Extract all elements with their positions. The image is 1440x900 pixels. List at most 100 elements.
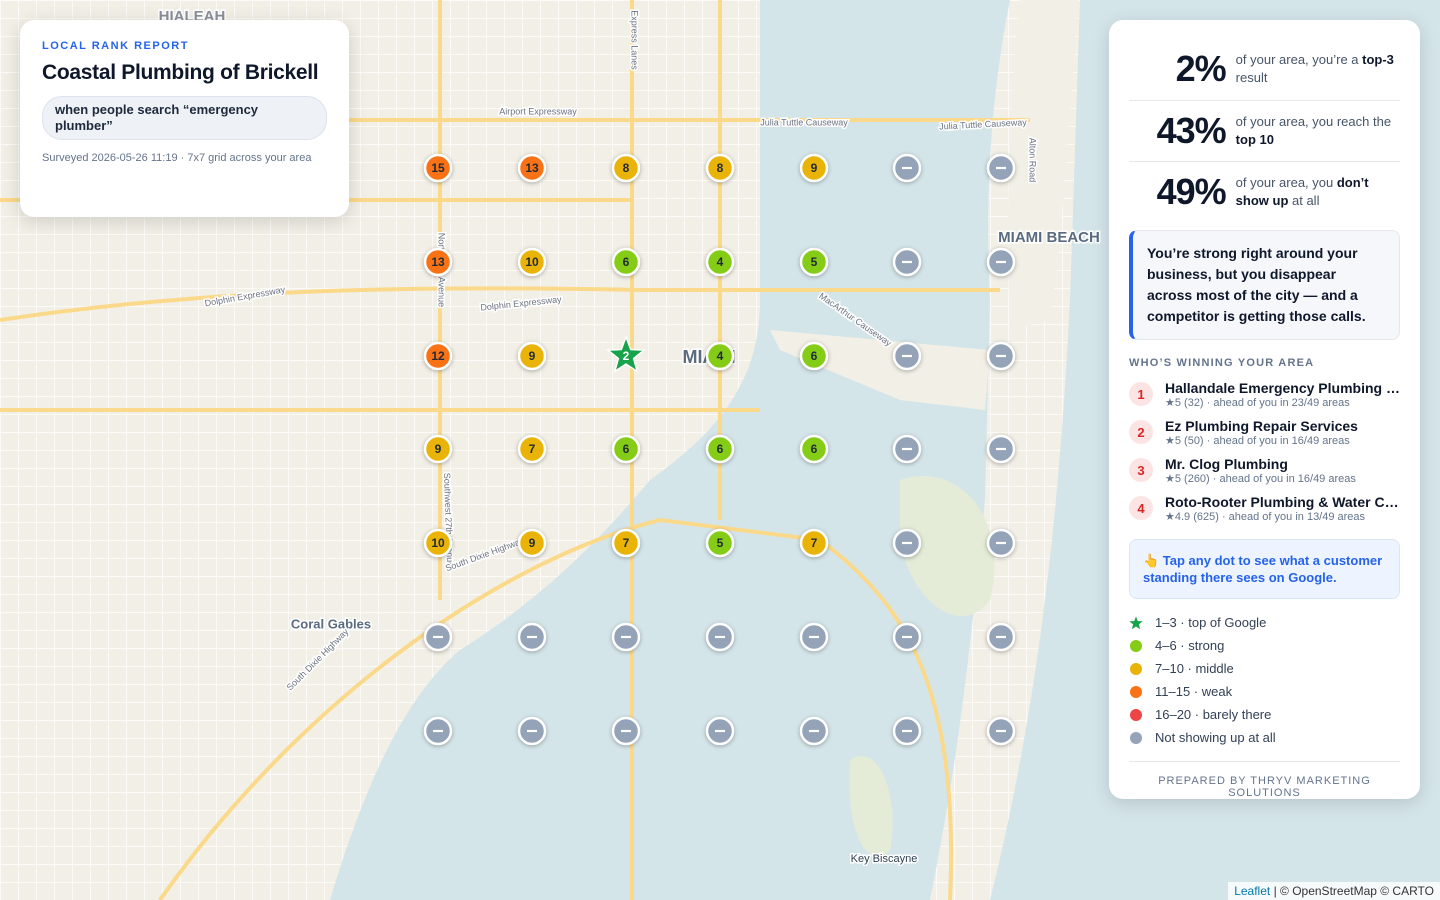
rank-dot[interactable]: 4 <box>705 341 735 371</box>
dot-marker <box>799 434 829 464</box>
rank-dot[interactable]: 15 <box>423 153 453 183</box>
rank-label: 7 <box>811 536 818 550</box>
dot-marker <box>611 247 641 277</box>
rank-dot[interactable] <box>517 622 547 652</box>
dot-marker <box>799 153 829 183</box>
rank-dot[interactable]: 6 <box>799 341 829 371</box>
rank-dot[interactable]: 5 <box>705 528 735 558</box>
competitor-rank: 4 <box>1129 496 1153 520</box>
rank-label: 12 <box>431 349 445 363</box>
rank-dot[interactable] <box>423 716 453 746</box>
rank-dot[interactable] <box>799 622 829 652</box>
dot-marker <box>423 434 453 464</box>
stat-text-after: result <box>1235 70 1268 85</box>
competitors-heading: WHO’S WINNING YOUR AREA <box>1129 357 1315 369</box>
rank-dot[interactable] <box>986 434 1016 464</box>
stat-row: 49% of your area, you don’t show up at al… <box>1129 162 1400 222</box>
stat-text-bold: top 10 <box>1235 132 1274 147</box>
legend-icon <box>1130 685 1142 698</box>
rank-dot[interactable] <box>986 622 1016 652</box>
rank-dot[interactable]: 2 <box>605 334 647 374</box>
rank-dot[interactable]: 9 <box>517 341 547 371</box>
dot-marker <box>611 528 641 558</box>
rank-dot[interactable]: 8 <box>705 153 735 183</box>
legend-star <box>1129 616 1143 629</box>
rank-label: 9 <box>435 442 442 456</box>
rank-label: 9 <box>529 536 536 550</box>
rank-dot[interactable]: 6 <box>799 434 829 464</box>
rank-dot[interactable]: 7 <box>799 528 829 558</box>
stat-value: 43% <box>1156 110 1227 151</box>
rank-dot[interactable] <box>423 622 453 652</box>
rank-dot[interactable] <box>892 153 922 183</box>
island <box>900 476 995 617</box>
rank-dot[interactable] <box>892 341 922 371</box>
rank-dot[interactable]: 10 <box>423 528 453 558</box>
rank-dot[interactable]: 7 <box>611 528 641 558</box>
rank-dot[interactable]: 6 <box>611 434 641 464</box>
stats: 2% of your area, you’re a top-3 result 43%… <box>1129 38 1400 222</box>
rank-label: 5 <box>717 536 724 550</box>
rank-dot[interactable]: 7 <box>517 434 547 464</box>
rank-label: 10 <box>431 536 445 550</box>
rank-dot[interactable]: 10 <box>517 247 547 277</box>
rank-dot[interactable]: 9 <box>517 528 547 558</box>
dot-marker <box>423 153 453 183</box>
rank-dot[interactable] <box>892 434 922 464</box>
rank-dot[interactable] <box>611 716 641 746</box>
rank-label: 6 <box>811 442 818 456</box>
dot-marker <box>611 434 641 464</box>
rank-label: 13 <box>431 255 445 269</box>
rank-dot[interactable] <box>892 528 922 558</box>
dot-marker <box>799 247 829 277</box>
rank-dot[interactable] <box>892 716 922 746</box>
rank-dot[interactable] <box>892 247 922 277</box>
legend-dot <box>1130 685 1142 698</box>
competitor-rank: 3 <box>1129 458 1153 482</box>
rank-label: 8 <box>717 161 724 175</box>
summary-panel: 2% of your area, you’re a top-3 result 43%… <box>1109 20 1420 799</box>
report-card: LOCAL RANK REPORT Coastal Plumbing of Br… <box>20 20 349 217</box>
rank-dot[interactable] <box>799 716 829 746</box>
rank-dot[interactable]: 13 <box>423 247 453 277</box>
dot-marker <box>705 528 735 558</box>
map-label: Alton Road <box>1028 138 1038 183</box>
rank-dot[interactable]: 4 <box>705 247 735 277</box>
dot-marker <box>517 434 547 464</box>
rank-label: 7 <box>623 536 630 550</box>
star-marker <box>605 334 647 374</box>
rank-dot[interactable]: 9 <box>799 153 829 183</box>
rank-dot[interactable]: 6 <box>611 247 641 277</box>
stat-text-before: of your area, you <box>1235 175 1337 190</box>
competitor-info: Ez Plumbing Repair Services ★5 (50) · ahe… <box>1165 418 1399 447</box>
rank-dot[interactable]: 5 <box>799 247 829 277</box>
rank-dot[interactable]: 12 <box>423 341 453 371</box>
tip: 👆 Tap any dot to see what a customer sta… <box>1129 539 1400 599</box>
rank-dot[interactable] <box>986 716 1016 746</box>
stat-text-after: at all <box>1288 193 1320 208</box>
rank-dot[interactable]: 6 <box>705 434 735 464</box>
rank-dot[interactable] <box>892 622 922 652</box>
competitor-name: Roto-Rooter Plumbing & Water C… <box>1165 493 1399 510</box>
dot-marker <box>517 153 547 183</box>
rank-dot[interactable] <box>705 716 735 746</box>
legend-label: 16–20 · barely there <box>1155 707 1272 722</box>
rank-dot[interactable]: 8 <box>611 153 641 183</box>
rank-dot[interactable] <box>517 716 547 746</box>
rank-dot[interactable] <box>986 153 1016 183</box>
rank-dot[interactable] <box>986 528 1016 558</box>
rank-dot[interactable]: 13 <box>517 153 547 183</box>
legend-item: 1–3 · top of Google <box>1129 611 1400 634</box>
rank-dot[interactable] <box>986 247 1016 277</box>
rank-dot[interactable]: 9 <box>423 434 453 464</box>
competitor: 4 Roto-Rooter Plumbing & Water C… ★4.9 (62… <box>1129 489 1400 527</box>
leaflet-link[interactable]: Leaflet <box>1234 884 1271 898</box>
rank-label: 5 <box>811 255 818 269</box>
legend-item: 16–20 · barely there <box>1129 703 1400 726</box>
rank-label: 4 <box>717 255 724 269</box>
rank-dot[interactable] <box>705 622 735 652</box>
rank-dot[interactable] <box>611 622 641 652</box>
competitor: 2 Ez Plumbing Repair Services ★5 (50) · ah… <box>1129 413 1400 451</box>
rank-dot[interactable] <box>986 341 1016 371</box>
